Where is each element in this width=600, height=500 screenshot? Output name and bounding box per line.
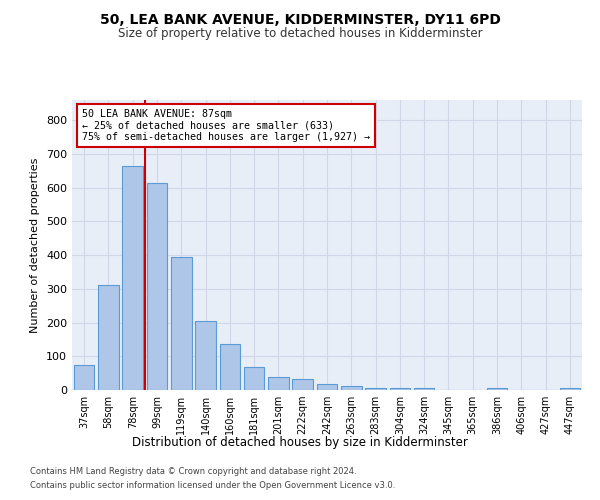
Bar (487, 388, 508, 390)
Y-axis label: Number of detached properties: Number of detached properties (31, 158, 40, 332)
Bar (171, 257, 191, 390)
Bar (74, 364, 94, 390)
Text: Size of property relative to detached houses in Kidderminster: Size of property relative to detached ho… (118, 28, 482, 40)
Bar (244, 367, 265, 390)
Bar (389, 388, 410, 390)
Bar (268, 376, 289, 390)
Text: 50, LEA BANK AVENUE, KIDDERMINSTER, DY11 6PD: 50, LEA BANK AVENUE, KIDDERMINSTER, DY11… (100, 12, 500, 26)
Bar (341, 386, 362, 390)
Bar (317, 384, 337, 390)
Bar (560, 388, 580, 390)
Text: Contains public sector information licensed under the Open Government Licence v3: Contains public sector information licen… (30, 481, 395, 490)
Bar (122, 166, 143, 390)
Text: Distribution of detached houses by size in Kidderminster: Distribution of detached houses by size … (132, 436, 468, 449)
Bar (98, 286, 119, 390)
Text: 50 LEA BANK AVENUE: 87sqm
← 25% of detached houses are smaller (633)
75% of semi: 50 LEA BANK AVENUE: 87sqm ← 25% of detac… (82, 108, 370, 142)
Bar (365, 388, 386, 390)
Bar (414, 388, 434, 390)
Bar (292, 379, 313, 390)
Bar (220, 344, 240, 390)
Text: Contains HM Land Registry data © Crown copyright and database right 2024.: Contains HM Land Registry data © Crown c… (30, 467, 356, 476)
Bar (195, 321, 216, 390)
Bar (146, 182, 167, 390)
